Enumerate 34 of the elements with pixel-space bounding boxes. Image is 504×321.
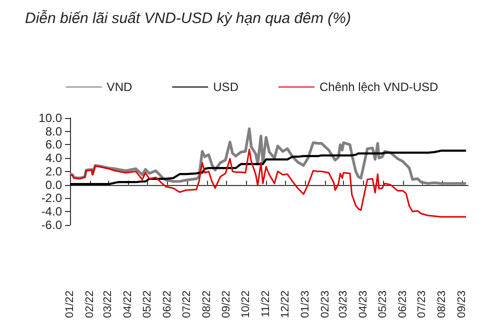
x-tick-label: 05/23 — [376, 290, 389, 318]
x-tick-label: 05/22 — [141, 290, 154, 318]
x-tick-label: 02/23 — [319, 290, 332, 318]
x-tick-label: 10/22 — [240, 290, 252, 318]
x-tick-label: 08/23 — [436, 290, 448, 318]
x-tick-label: 04/22 — [122, 290, 134, 318]
x-tick-label: 01/22 — [64, 290, 76, 318]
x-tick-label: 09/23 — [456, 290, 468, 318]
x-tick-label: 06/23 — [396, 290, 409, 318]
legend-label: VND — [106, 80, 132, 94]
y-tick-label: -4.0 — [41, 204, 62, 218]
y-tick-label: 0.0 — [45, 178, 62, 192]
y-tick-label: 10.0 — [38, 111, 62, 125]
x-tick-label: 09/22 — [220, 290, 233, 318]
y-tick-label: -2.0 — [41, 191, 62, 206]
x-tick-label: 12/22 — [279, 290, 292, 318]
y-tick-label: 2.0 — [45, 164, 62, 178]
legend-label: Chênh lệch VND-USD — [319, 80, 439, 94]
x-tick-label: 03/22 — [102, 290, 114, 318]
y-tick-label: 6.0 — [45, 138, 62, 152]
x-tick-label: 02/22 — [84, 290, 96, 318]
x-tick-label: 04/23 — [358, 290, 370, 318]
y-tick-label: 4.0 — [45, 151, 62, 166]
x-tick-label: 06/22 — [161, 290, 174, 318]
x-tick-label: 07/22 — [180, 290, 193, 318]
y-tick-label: -6.0 — [41, 218, 62, 232]
x-tick-label: 11/22 — [260, 290, 272, 318]
x-tick-label: 01/23 — [299, 290, 312, 318]
x-tick-label: 07/23 — [416, 290, 428, 318]
x-tick-label: 03/23 — [338, 290, 350, 318]
y-tick-label: 8.0 — [45, 124, 62, 138]
chart-title: Diễn biến lãi suất VND-USD kỳ hạn qua đêm (%) — [25, 10, 351, 27]
legend-label: USD — [213, 80, 239, 94]
x-tick-label: 08/22 — [200, 290, 213, 318]
